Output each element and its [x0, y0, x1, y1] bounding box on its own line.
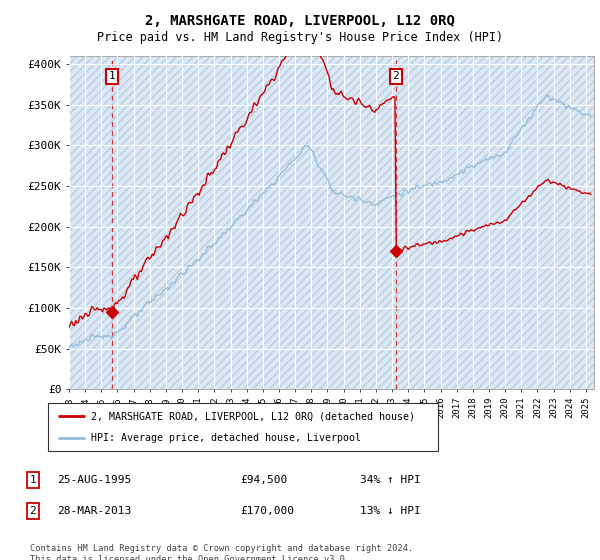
Text: Price paid vs. HM Land Registry's House Price Index (HPI): Price paid vs. HM Land Registry's House … — [97, 31, 503, 44]
Text: 25-AUG-1995: 25-AUG-1995 — [57, 475, 131, 485]
Text: 2, MARSHGATE ROAD, LIVERPOOL, L12 0RQ: 2, MARSHGATE ROAD, LIVERPOOL, L12 0RQ — [145, 14, 455, 28]
Text: 1: 1 — [29, 475, 37, 485]
Text: 2: 2 — [29, 506, 37, 516]
Text: 28-MAR-2013: 28-MAR-2013 — [57, 506, 131, 516]
Text: 13% ↓ HPI: 13% ↓ HPI — [360, 506, 421, 516]
Text: 2, MARSHGATE ROAD, LIVERPOOL, L12 0RQ (detached house): 2, MARSHGATE ROAD, LIVERPOOL, L12 0RQ (d… — [91, 411, 415, 421]
Text: 2: 2 — [392, 71, 399, 81]
Text: 34% ↑ HPI: 34% ↑ HPI — [360, 475, 421, 485]
Text: HPI: Average price, detached house, Liverpool: HPI: Average price, detached house, Live… — [91, 433, 361, 443]
Text: £170,000: £170,000 — [240, 506, 294, 516]
Text: £94,500: £94,500 — [240, 475, 287, 485]
FancyBboxPatch shape — [48, 403, 438, 451]
Text: Contains HM Land Registry data © Crown copyright and database right 2024.
This d: Contains HM Land Registry data © Crown c… — [30, 544, 413, 560]
Text: 1: 1 — [109, 71, 115, 81]
